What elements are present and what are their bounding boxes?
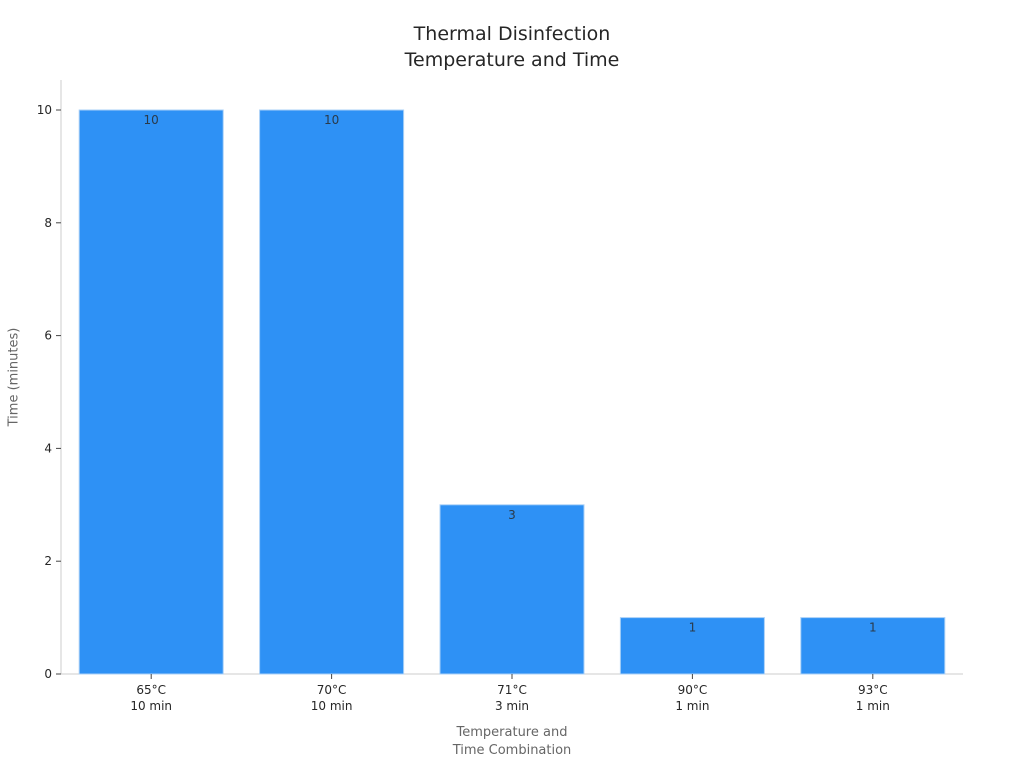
y-tick-label: 6 [44, 329, 52, 343]
y-tick-label: 0 [44, 667, 52, 681]
bar [800, 617, 946, 675]
x-tick-label-time: 1 min [856, 699, 890, 713]
bar [78, 109, 224, 675]
y-tick-label: 10 [37, 103, 52, 117]
x-tick-label-temperature: 71°C [497, 683, 527, 697]
x-axis-label: Temperature and Time Combination [0, 724, 1024, 760]
x-tick-label-temperature: 65°C [136, 683, 166, 697]
bar-value-label: 1 [869, 621, 877, 635]
x-tick-label-temperature: 70°C [317, 683, 347, 697]
x-tick-label-time: 10 min [130, 699, 172, 713]
chart-title-line-2: Temperature and Time [404, 49, 620, 71]
chart-title: Thermal Disinfection Temperature and Tim… [0, 21, 1024, 73]
y-tick-label: 4 [44, 441, 52, 455]
x-tick-label-temperature: 93°C [858, 683, 888, 697]
bar-value-label: 10 [144, 113, 159, 127]
x-tick-label-time: 10 min [311, 699, 353, 713]
bar-value-label: 1 [689, 621, 697, 635]
x-tick-label-time: 3 min [495, 699, 529, 713]
x-tick-label-temperature: 90°C [678, 683, 708, 697]
y-tick-label: 8 [44, 216, 52, 230]
bar [259, 109, 405, 675]
bar [439, 504, 585, 675]
y-tick-label: 2 [44, 554, 52, 568]
x-axis-label-line-2: Time Combination [452, 743, 572, 758]
x-tick-label-time: 1 min [675, 699, 709, 713]
bar [619, 617, 765, 675]
chart-title-line-1: Thermal Disinfection [413, 23, 611, 45]
x-axis-label-line-1: Temperature and [456, 725, 568, 740]
bar-value-label: 3 [508, 508, 516, 522]
bar-value-label: 10 [324, 113, 339, 127]
